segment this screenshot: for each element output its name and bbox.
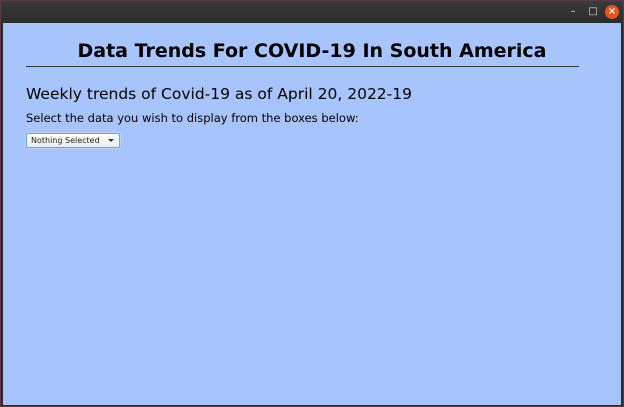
minimize-icon[interactable]: – [570,6,576,17]
data-select-dropdown[interactable]: Nothing Selected [26,133,120,148]
maximize-icon[interactable]: □ [588,6,598,17]
main-panel: Data Trends For COVID-19 In South Americ… [3,23,621,405]
close-icon[interactable]: × [605,5,619,19]
title-divider [26,66,579,67]
instructions-label: Select the data you wish to display from… [26,111,359,125]
window-titlebar[interactable]: – □ × [1,1,623,23]
page-subtitle: Weekly trends of Covid-19 as of April 20… [26,85,412,103]
chevron-down-icon [108,139,114,142]
page-title: Data Trends For COVID-19 In South Americ… [77,40,547,62]
dropdown-selected-value: Nothing Selected [31,136,100,145]
